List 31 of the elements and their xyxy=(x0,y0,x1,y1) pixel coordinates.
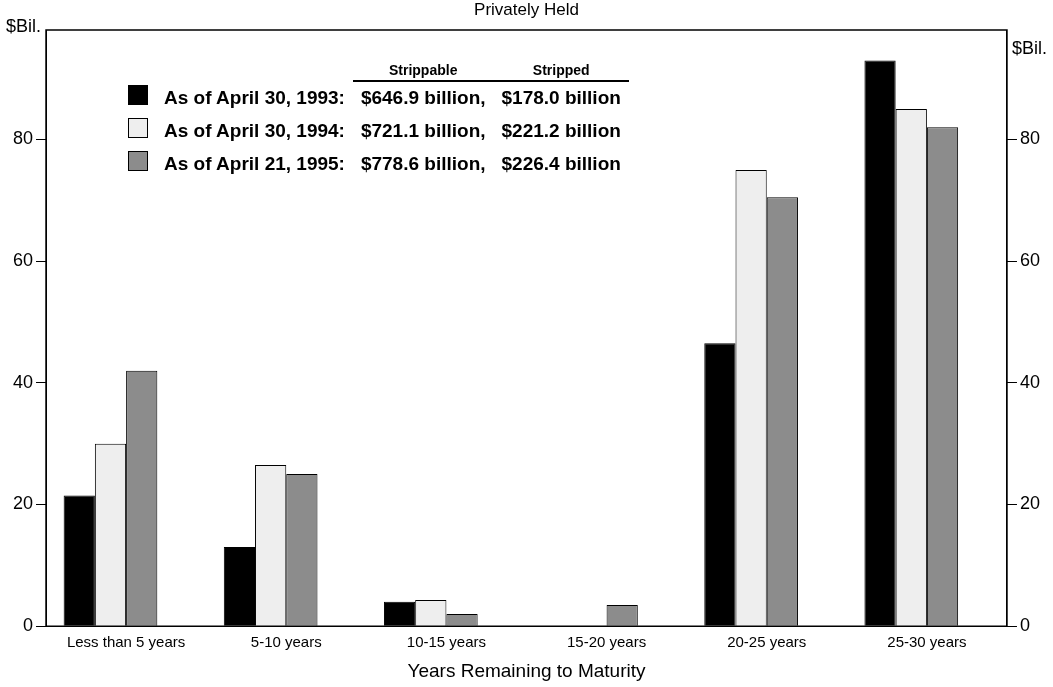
annotation: Stripped xyxy=(493,60,629,81)
annotation: $226.4 billion xyxy=(500,151,622,176)
chart-title: Privately Held xyxy=(474,0,579,19)
y-tick-label: 40 xyxy=(12,371,34,392)
annotation: Strippable xyxy=(352,60,494,81)
y2-axis-title: $Bil. xyxy=(1011,38,1047,59)
y2-tick-label: 60 xyxy=(1019,250,1041,271)
x-tick-label: Less than 5 years xyxy=(66,633,186,651)
x-axis-title: Years Remaining to Maturity xyxy=(407,659,646,681)
x-tick-label: 20-25 years xyxy=(727,633,807,651)
legend-label: As of April 21, 1995: xyxy=(163,151,346,176)
legend-label: As of April 30, 1993: xyxy=(163,85,346,110)
y2-tick-label: 80 xyxy=(1019,128,1041,149)
annotation: $778.6 billion, xyxy=(359,151,487,176)
y-axis-title: $Bil. xyxy=(6,16,42,37)
annotation: $721.1 billion, xyxy=(359,118,487,143)
annotation: $646.9 billion, xyxy=(359,86,487,110)
y2-tick-label: 40 xyxy=(1019,371,1041,392)
legend-label: As of April 30, 1994: xyxy=(163,118,346,143)
y-tick-label: 20 xyxy=(12,493,34,514)
x-tick-label: 15-20 years xyxy=(566,633,647,651)
x-tick-label: 5-10 years xyxy=(250,633,322,651)
x-tick-label: 10-15 years xyxy=(406,633,487,651)
y-tick-label: 80 xyxy=(12,128,34,149)
y-tick-label: 60 xyxy=(12,250,34,271)
annotation: $221.2 billion xyxy=(500,118,622,143)
y2-tick-label: 20 xyxy=(1019,493,1041,514)
y-tick-label: 0 xyxy=(23,615,34,636)
x-tick-label: 25-30 years xyxy=(887,633,967,651)
y2-tick-label: 0 xyxy=(1019,615,1030,636)
annotation: $178.0 billion xyxy=(500,86,622,110)
